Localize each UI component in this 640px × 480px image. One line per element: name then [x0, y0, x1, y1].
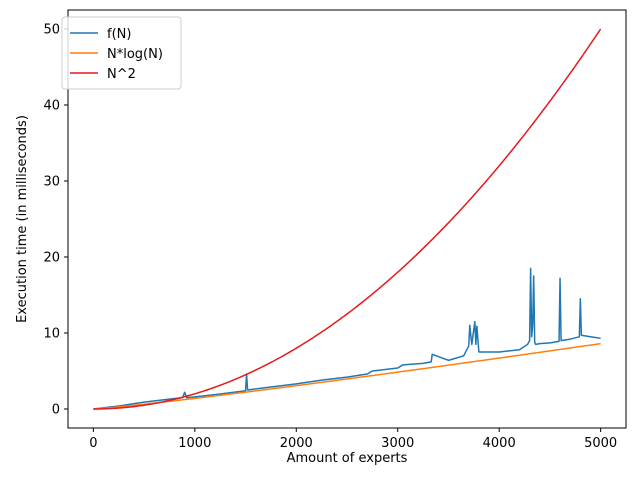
y-tick-label: 20 [43, 251, 60, 266]
plot-area [93, 28, 602, 410]
y-tick-label: 40 [43, 99, 60, 114]
series-line-1 [93, 267, 601, 410]
x-tick-label: 0 [89, 436, 97, 451]
legend-label-3: N^2 [107, 67, 136, 82]
axis-ticks: 0 1000 2000 3000 4000 5000 0 10 20 30 40 50 [43, 23, 617, 452]
series-line-2 [93, 342, 601, 410]
x-tick-label: 2000 [280, 436, 313, 451]
x-tick-label: 4000 [483, 436, 516, 451]
x-tick-label: 5000 [584, 436, 617, 451]
series-line-3 [93, 28, 602, 410]
x-tick-label: 1000 [178, 436, 211, 451]
y-tick-label: 10 [43, 327, 60, 342]
legend-label-2: N*log(N) [107, 47, 163, 62]
y-tick-label: 50 [43, 23, 60, 38]
y-axis-label: Execution time (in milliseconds) [15, 115, 30, 323]
x-axis-label: Amount of experts [287, 451, 408, 466]
legend-box [61, 16, 182, 90]
plot-frame [67, 9, 627, 429]
y-tick-label: 0 [52, 403, 60, 418]
legend-label-1: f(N) [107, 27, 131, 42]
y-tick-label: 30 [43, 175, 60, 190]
x-tick-label: 3000 [381, 436, 414, 451]
legend: f(N) N*log(N) N^2 [61, 16, 182, 90]
